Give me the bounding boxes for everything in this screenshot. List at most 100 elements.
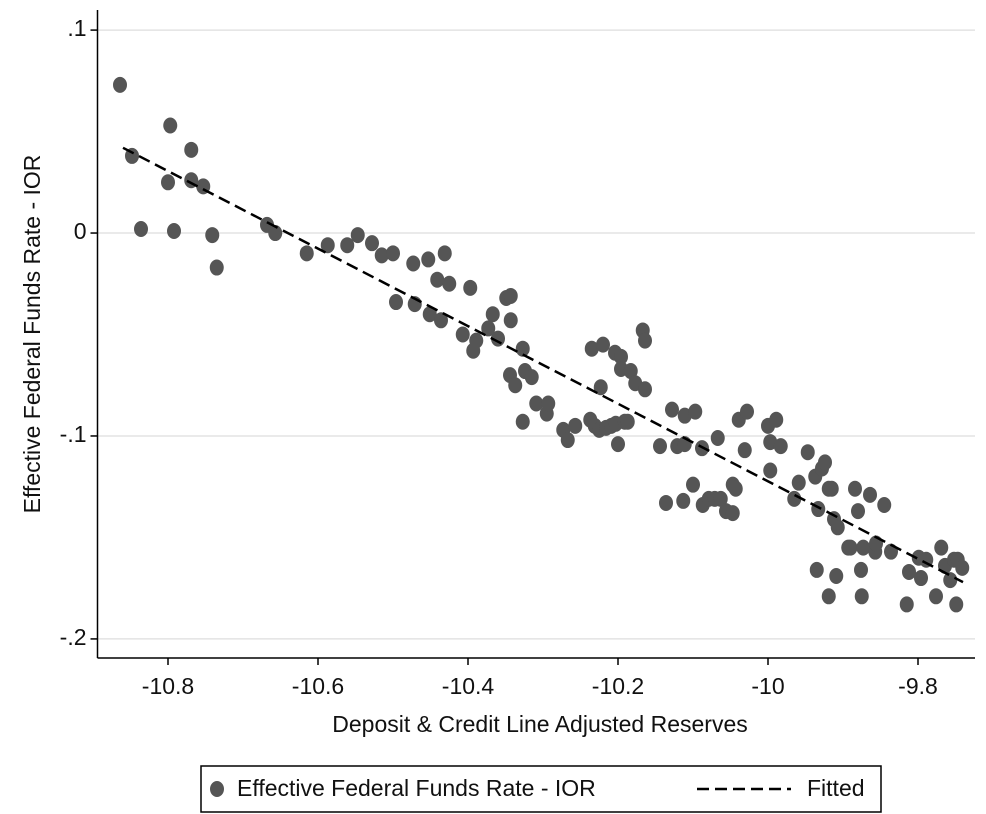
scatter-point <box>437 245 452 262</box>
legend-marker <box>210 781 224 797</box>
scatter-point <box>740 403 754 420</box>
scatter-point <box>209 259 224 276</box>
scatter-point <box>665 401 679 418</box>
y-axis-label: Effective Federal Funds Rate - IOR <box>19 155 45 514</box>
fitted-line <box>122 146 964 584</box>
scatter-point <box>763 434 778 451</box>
scatter-point <box>389 294 403 311</box>
scatter-point <box>134 220 148 237</box>
scatter-point <box>463 279 478 296</box>
scatter-point <box>584 340 599 357</box>
scatter-point <box>503 312 518 329</box>
scatter-point <box>529 395 544 412</box>
scatter-point <box>184 141 199 158</box>
scatter-point <box>728 480 743 497</box>
scatter-point <box>503 287 518 304</box>
scatter-point <box>818 454 832 471</box>
scatter-point <box>406 255 421 272</box>
scatter-point <box>934 539 949 556</box>
x-tick-label: -10.8 <box>142 673 194 699</box>
scatter-point <box>541 395 556 412</box>
scatter-point <box>899 596 914 613</box>
y-tick-label: -.1 <box>60 421 87 447</box>
x-tick-label: -10 <box>751 673 784 699</box>
scatter-point <box>769 411 784 428</box>
scatter-point <box>713 490 728 507</box>
scatter-point <box>350 227 365 244</box>
x-tick-label: -10.6 <box>292 673 344 699</box>
scatter-point <box>863 486 877 503</box>
scatter-point <box>620 413 635 430</box>
x-tick-label: -9.8 <box>898 673 938 699</box>
y-tick-label: .1 <box>67 15 86 41</box>
scatter-point <box>854 561 868 578</box>
x-axis-label: Deposit & Credit Line Adjusted Reserves <box>332 711 748 737</box>
scatter-point <box>943 572 958 589</box>
y-tick-label: 0 <box>74 218 87 244</box>
scatter-point <box>386 245 400 262</box>
scatter-point <box>161 174 175 191</box>
scatter-point <box>763 462 778 479</box>
scatter-point <box>710 430 725 447</box>
scatter-point <box>676 492 691 509</box>
legend-label: Fitted <box>807 775 865 801</box>
scatter-point <box>611 436 625 453</box>
scatter-point <box>949 596 964 613</box>
scatter-point <box>686 476 700 493</box>
scatter-point <box>268 225 283 242</box>
scatter-point <box>725 505 740 522</box>
scatter-point <box>434 312 448 329</box>
scatter-point <box>809 561 824 578</box>
scatter-point <box>481 320 496 337</box>
scatter-point <box>854 588 869 605</box>
scatter-point <box>856 539 871 556</box>
scatter-point <box>824 480 839 497</box>
scatter-point <box>596 336 610 353</box>
scatter-point <box>914 570 928 587</box>
scatter-point <box>929 588 943 605</box>
scatter-point <box>688 403 703 420</box>
scatter-point <box>469 332 484 349</box>
scatter-point <box>340 237 355 254</box>
scatter-point <box>593 379 608 396</box>
scatter-point <box>422 306 437 323</box>
scatter-point <box>848 480 862 497</box>
scatter-point <box>902 563 916 580</box>
scatter-point <box>851 503 865 520</box>
scatter-point <box>508 377 523 394</box>
scatter-point <box>653 438 667 455</box>
scatter-point <box>515 413 530 430</box>
y-tick-label: -.2 <box>60 624 87 650</box>
scatter-point <box>299 245 314 262</box>
scatter-point <box>638 332 652 349</box>
scatter-point <box>455 326 470 343</box>
scatter-point <box>877 496 892 513</box>
scatter-point <box>659 494 673 511</box>
scatter-point <box>568 417 583 434</box>
scatter-point <box>430 271 445 288</box>
scatter-point <box>167 223 181 240</box>
scatter-point <box>163 117 178 134</box>
scatter-point <box>515 340 530 357</box>
scatter-point <box>773 438 788 455</box>
scatter-point <box>830 519 845 536</box>
x-tick-label: -10.4 <box>442 673 495 699</box>
scatter-point <box>113 76 127 93</box>
scatter-point <box>442 275 457 292</box>
scatter-point <box>791 474 806 491</box>
legend-box <box>200 765 882 813</box>
scatter-point <box>843 539 858 556</box>
scatter-point <box>614 348 628 365</box>
scatter-point <box>421 251 436 268</box>
scatter-point <box>485 306 500 323</box>
scatter-point <box>821 588 836 605</box>
scatter-point <box>365 235 379 252</box>
scatter-point <box>829 568 844 585</box>
scatter-point <box>524 369 539 386</box>
x-tick-label: -10.2 <box>592 673 644 699</box>
scatter-point <box>638 381 652 398</box>
scatter-point <box>320 237 335 254</box>
